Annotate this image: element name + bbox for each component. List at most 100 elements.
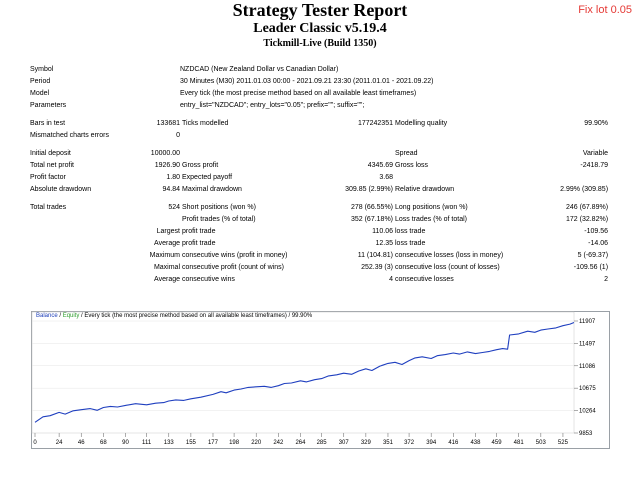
net-profit-label: Total net profit — [30, 162, 74, 169]
server-build: Tickmill-Live (Build 1350) — [263, 38, 377, 49]
y-tick-label: 10675 — [579, 386, 596, 392]
x-tick-label: 459 — [492, 440, 503, 446]
x-tick-label: 24 — [56, 440, 63, 446]
profit-trades-value: 352 (67.18%) — [350, 216, 393, 223]
mismatch-value: 0 — [176, 132, 180, 139]
chart-grid — [32, 320, 574, 434]
parameters-label: Parameters — [30, 102, 67, 109]
legend-balance: Balance — [36, 313, 58, 319]
largest-profit-value: 110.06 — [372, 228, 393, 235]
period-label: Period — [30, 78, 51, 85]
maximum-label: Maximum — [149, 252, 180, 259]
plot-area — [31, 311, 575, 434]
largest-loss-label: loss trade — [395, 228, 426, 235]
table-row: Average profit trade 12.35 loss trade -1… — [30, 238, 608, 250]
short-positions-value: 278 (66.55%) — [350, 204, 393, 211]
loss-trades-label: Loss trades (% of total) — [395, 216, 467, 223]
x-tick-label: 220 — [251, 440, 262, 446]
relative-drawdown-label: Relative drawdown — [395, 186, 455, 193]
spread-label: Spread — [395, 150, 418, 157]
long-positions-label: Long positions (won %) — [395, 204, 468, 211]
total-trades-label: Total trades — [30, 204, 67, 211]
x-tick-label: 0 — [33, 440, 37, 446]
x-tick-label: 525 — [558, 440, 569, 446]
cons-losses-money-label: consecutive losses (loss in money) — [395, 252, 504, 259]
gross-loss-value: -2418.79 — [580, 162, 609, 169]
x-tick-label: 111 — [142, 440, 152, 446]
avg-cons-wins-label: consecutive wins — [182, 276, 235, 283]
table-row: Total trades 524 Short positions (won %)… — [30, 202, 608, 214]
parameters-value: entry_list="NZDCAD"; entry_lots="0.05"; … — [180, 102, 365, 109]
avg-cons-losses-label: consecutive losses — [395, 276, 454, 283]
x-tick-label: 133 — [164, 440, 175, 446]
x-tick-label: 90 — [122, 440, 129, 446]
expert-name: Leader Classic v5.19.4 — [253, 21, 387, 36]
ticks-label: Ticks modelled — [182, 120, 229, 127]
cons-loss-count-label: consecutive loss (count of losses) — [395, 264, 500, 271]
x-tick-label: 438 — [470, 440, 481, 446]
symbol-value: NZDCAD (New Zealand Dollar vs Canadian D… — [180, 66, 339, 73]
cons-loss-count-value: -109.56 (1) — [573, 264, 609, 271]
maximal-drawdown-value: 309.85 (2.99%) — [345, 186, 393, 193]
legend-details: / Every tick (the most precise method ba… — [79, 313, 313, 319]
table-row: Largest profit trade 110.06 loss trade -… — [30, 226, 608, 238]
table-row: Symbol NZDCAD (New Zealand Dollar vs Can… — [30, 64, 608, 76]
y-tick-label: 9853 — [579, 431, 593, 437]
cons-profit-count-label: consecutive profit (count of wins) — [182, 264, 284, 271]
x-tick-label: 503 — [536, 440, 547, 446]
average-loss-value: -14.06 — [588, 240, 609, 247]
chart-legend: Balance / Equity / Every tick (the most … — [36, 313, 312, 319]
x-tick-label: 329 — [361, 440, 372, 446]
y-tick-label: 11907 — [579, 319, 596, 325]
table-row: Profit trades (% of total) 352 (67.18%) … — [30, 214, 608, 226]
chart-series — [34, 321, 575, 423]
fix-lot-stamp: Fix lot 0.05 — [578, 4, 632, 16]
bars-value: 133681 — [156, 120, 180, 127]
largest-loss-value: -109.56 — [584, 228, 609, 235]
maximal-drawdown-label: Maximal drawdown — [182, 186, 242, 193]
cons-wins-money-label: consecutive wins (profit in money) — [182, 252, 288, 259]
y-axis-ticks: 9853 10264 10675 11086 11497 11907 — [574, 319, 596, 437]
profit-trades-label: Profit trades (% of total) — [182, 216, 256, 223]
average-profit-label: profit trade — [182, 240, 216, 247]
y-tick-label: 11086 — [579, 364, 596, 370]
relative-drawdown-value: 2.99% (309.85) — [560, 186, 609, 193]
x-tick-label: 155 — [186, 440, 197, 446]
model-label: Model — [30, 90, 50, 97]
x-tick-label: 198 — [229, 440, 240, 446]
balance-chart: 0 24 46 68 90 111 133 155 177 198 220 242 264 285 307 3… — [31, 311, 610, 449]
table-row: Maximal consecutive profit (count of win… — [30, 262, 608, 274]
average-profit-value: 12.35 — [375, 240, 393, 247]
table-row: Bars in test 133681 Ticks modelled 17724… — [30, 118, 608, 130]
maximal-label: Maximal — [153, 264, 180, 271]
table-row: Profit factor 1.80 Expected payoff 3.68 — [30, 172, 608, 184]
x-tick-label: 351 — [383, 440, 394, 446]
profit-factor-value: 1.80 — [166, 174, 180, 181]
absolute-drawdown-label: Absolute drawdown — [30, 186, 92, 193]
legend-equity: Equity — [62, 313, 80, 319]
cons-wins-money-value: 11 (104.81) — [357, 252, 393, 259]
y-tick-label: 10264 — [579, 409, 596, 415]
deposit-value: 10000.00 — [150, 150, 180, 157]
model-value: Every tick (the most precise method base… — [180, 90, 417, 97]
expected-payoff-label: Expected payoff — [182, 174, 233, 181]
table-row: Mismatched charts errors 0 — [30, 130, 608, 142]
x-tick-label: 481 — [514, 440, 525, 446]
table-row: Average consecutive wins 4 consecutive l… — [30, 274, 608, 286]
x-tick-label: 394 — [426, 440, 437, 446]
x-tick-label: 285 — [317, 440, 328, 446]
bars-label: Bars in test — [30, 120, 66, 127]
average-cons-label: Average — [154, 276, 180, 283]
largest-profit-label: profit trade — [182, 228, 216, 235]
report-title: Strategy Tester Report — [232, 0, 408, 20]
largest-label: Largest — [156, 228, 180, 235]
x-tick-label: 307 — [339, 440, 350, 446]
average-loss-label: loss trade — [395, 240, 426, 247]
table-row: Initial deposit 10000.00 Spread Variable — [30, 148, 608, 160]
x-tick-label: 46 — [78, 440, 85, 446]
deposit-label: Initial deposit — [30, 150, 71, 157]
x-tick-label: 177 — [208, 440, 219, 446]
report-table: Symbol NZDCAD (New Zealand Dollar vs Can… — [30, 64, 608, 286]
quality-value: 99.90% — [584, 120, 609, 127]
avg-cons-losses-value: 2 — [604, 276, 609, 283]
